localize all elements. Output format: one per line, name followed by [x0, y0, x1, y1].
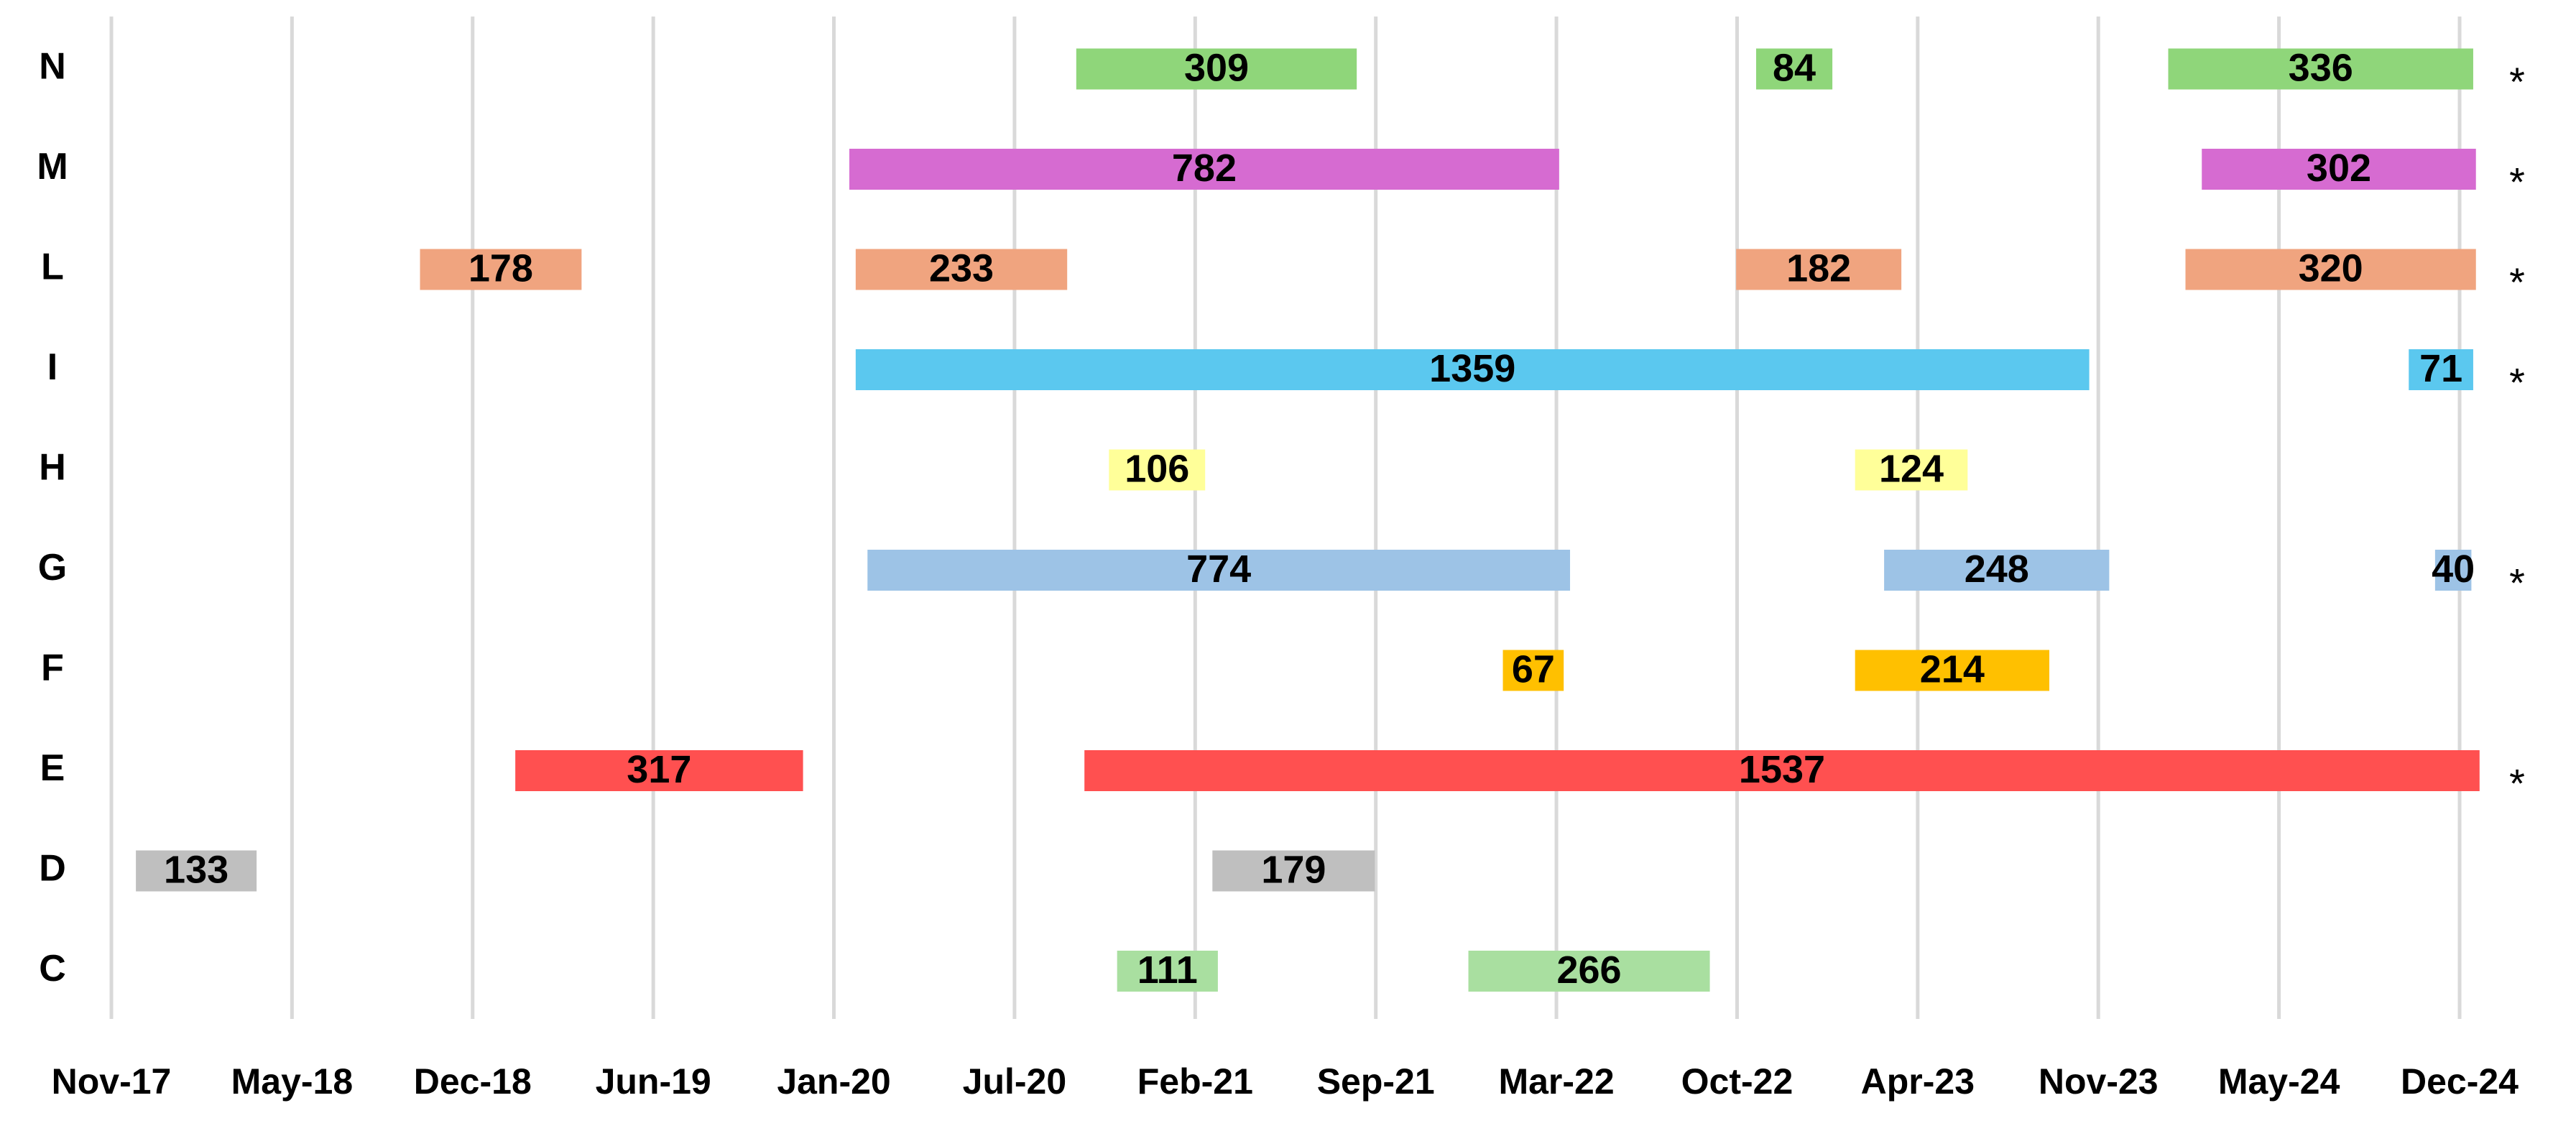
- row-label: N: [39, 46, 66, 88]
- bar-label: 67: [1512, 647, 1555, 691]
- row-label: L: [41, 246, 64, 288]
- row-label: I: [47, 346, 57, 388]
- row-label: D: [39, 848, 66, 890]
- bar: [855, 349, 2090, 390]
- row-note: *: [2509, 159, 2525, 204]
- bar-label: 233: [929, 246, 994, 290]
- x-tick-label: Apr-23: [1861, 1061, 1975, 1102]
- bar-label: 106: [1125, 447, 1189, 490]
- bar-label: 309: [1184, 46, 1249, 89]
- bar: [1084, 750, 2480, 791]
- bar: [2185, 249, 2476, 290]
- bar-label: 782: [1172, 147, 1237, 190]
- bar: [1502, 650, 1564, 691]
- bar: [1109, 449, 1206, 491]
- row-label: F: [41, 647, 64, 689]
- row-label: G: [38, 547, 67, 589]
- bar-label: 266: [1556, 949, 1621, 992]
- bar-label: 1359: [1429, 347, 1515, 390]
- x-tick-label: Feb-21: [1137, 1061, 1253, 1102]
- bar-label: 179: [1261, 848, 1326, 891]
- x-tick-label: Mar-22: [1498, 1061, 1614, 1102]
- bar-label: 71: [2419, 347, 2462, 390]
- x-tick-label: Dec-18: [414, 1061, 532, 1102]
- bar-label: 320: [2299, 246, 2363, 290]
- bar: [515, 750, 803, 791]
- bar-label: 1537: [1739, 748, 1825, 791]
- bar-label: 84: [1773, 46, 1816, 89]
- bar: [2434, 550, 2472, 591]
- bar-label: 214: [1920, 647, 1985, 691]
- x-tick-label: Nov-23: [2039, 1061, 2159, 1102]
- x-tick-label: May-24: [2218, 1061, 2340, 1102]
- bar-label: 302: [2307, 147, 2371, 190]
- bar-label: 124: [1879, 447, 1944, 490]
- row-note: *: [2509, 59, 2525, 104]
- bar: [1076, 48, 1357, 90]
- bar: [1855, 449, 1968, 491]
- bar: [2409, 349, 2473, 390]
- row-note: *: [2509, 259, 2525, 305]
- bar: [1884, 550, 2110, 591]
- row-note: *: [2509, 359, 2525, 405]
- bar-label: 40: [2432, 548, 2475, 591]
- bar: [420, 249, 582, 290]
- row-label: E: [40, 747, 65, 789]
- bar: [849, 149, 1559, 190]
- bar: [1117, 951, 1218, 992]
- x-tick-label: Oct-22: [1681, 1061, 1793, 1102]
- bar-label: 111: [1137, 949, 1198, 992]
- bar: [1468, 951, 1710, 992]
- bar: [2168, 48, 2473, 90]
- bar-label: 182: [1786, 246, 1851, 290]
- bar: [867, 550, 1571, 591]
- x-tick-label: Nov-17: [52, 1061, 172, 1102]
- x-tick-label: Dec-24: [2401, 1061, 2519, 1102]
- bar-label: 178: [468, 246, 533, 290]
- bar: [1855, 650, 2050, 691]
- row-label: C: [39, 948, 66, 989]
- bar: [1736, 249, 1902, 290]
- row-label: H: [39, 447, 66, 489]
- x-tick-label: Jun-19: [596, 1061, 711, 1102]
- x-tick-label: May-18: [231, 1061, 354, 1102]
- x-tick-label: Jul-20: [963, 1061, 1067, 1102]
- bar: [1212, 850, 1375, 892]
- bar-label: 774: [1186, 548, 1251, 591]
- bar: [1755, 48, 1833, 90]
- row-note: *: [2509, 760, 2525, 806]
- bar-label: 133: [164, 848, 228, 891]
- bar-label: 336: [2289, 46, 2353, 89]
- bar-label: 248: [1965, 548, 2029, 591]
- x-tick-label: Sep-21: [1317, 1061, 1435, 1102]
- bar: [136, 850, 257, 892]
- bar: [2202, 149, 2476, 190]
- row-label: M: [37, 146, 68, 188]
- row-note: *: [2509, 560, 2525, 605]
- x-tick-label: Jan-20: [777, 1061, 890, 1102]
- bar-label: 317: [627, 748, 691, 791]
- bar: [855, 249, 1068, 290]
